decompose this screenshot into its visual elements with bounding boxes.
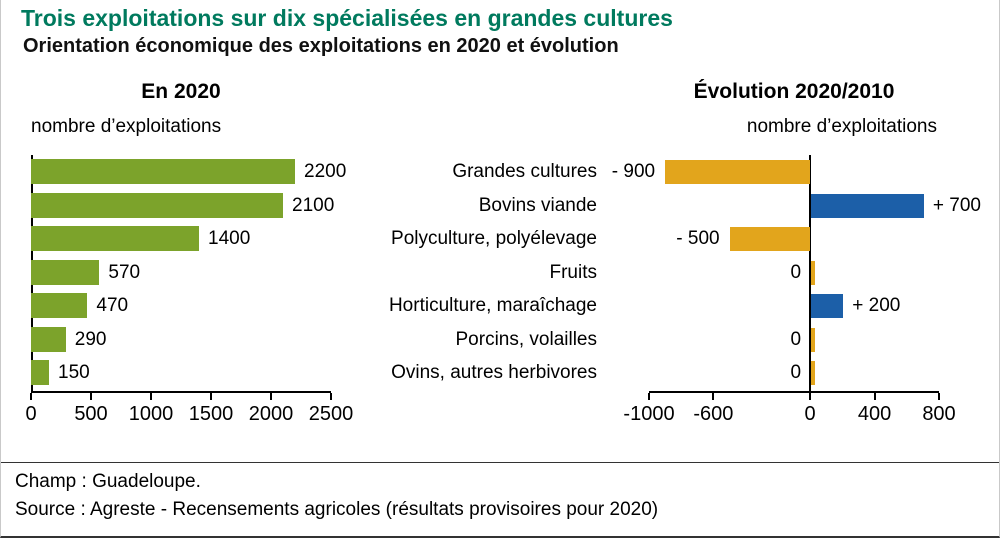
bar-evolution-value-label: + 700 (932, 194, 981, 216)
x-tick-label: 2500 (308, 403, 354, 425)
left-chart-unit-label: nombre d’exploitations (31, 116, 222, 137)
right-chart-title: Évolution 2020/2010 (693, 80, 895, 103)
bar-evolution-value-label: 0 (790, 362, 802, 383)
x-tick-mark (210, 393, 212, 400)
page-subtitle: Orientation économique des exploitations… (23, 35, 619, 57)
bar-evolution-row-4 (811, 294, 844, 318)
category-label: Grandes cultures (452, 161, 597, 182)
x-tick-mark (30, 393, 32, 400)
bar-2020-row-2 (31, 226, 199, 251)
bar-evolution-row-1 (811, 193, 924, 218)
x-tick-label: -1000 (623, 403, 675, 425)
category-labels-column: Grandes cultures Bovins viande Polyculture… (339, 155, 601, 391)
zero-axis-line (809, 155, 812, 391)
left-chart-title: En 2020 (141, 80, 221, 103)
x-tick-mark (648, 393, 650, 400)
bar-2020-row-1 (31, 192, 283, 218)
bar-2020-value-label: 570 (108, 261, 141, 283)
category-label: Fruits (549, 261, 598, 283)
bar-2020-value-label: 2100 (292, 194, 335, 216)
x-tick-mark (270, 393, 272, 400)
bar-evolution-row-2 (729, 227, 811, 251)
footer-divider (1, 462, 999, 463)
x-tick-mark (712, 393, 715, 400)
category-label: Horticulture, maraîchage (388, 295, 597, 316)
x-tick-mark (330, 393, 332, 400)
bar-evolution-value-label: - 500 (676, 228, 720, 249)
bar-chart-evolution: - 900 + 700 - 500 0 + 200 0 0 (612, 155, 981, 393)
x-tick-label: 400 (857, 403, 892, 425)
bar-2020-value-label: 470 (96, 295, 129, 316)
bar-2020-row-4 (31, 293, 88, 318)
bar-2020-value-label: 150 (58, 362, 90, 383)
bar-2020-value-label: 2200 (304, 161, 347, 182)
page-title: Trois exploitations sur dix spécialisées… (21, 5, 673, 31)
category-label: Porcins, volailles (455, 328, 598, 350)
bar-evolution-row-6 (811, 361, 816, 385)
bar-2020-value-label: 290 (74, 328, 107, 350)
category-label: Polyculture, polyélevage (391, 228, 597, 249)
right-x-axis: -1000 -600 0 400 800 (623, 393, 956, 433)
x-tick-label: 0 (804, 403, 816, 425)
left-x-axis: 0 500 1000 1500 2000 2500 (25, 393, 353, 433)
x-tick-mark (873, 393, 876, 400)
x-tick-label: 1500 (188, 403, 234, 425)
x-tick-label: 500 (74, 403, 108, 425)
x-tick-mark (150, 393, 152, 400)
category-label: Bovins viande (478, 194, 597, 216)
bar-2020-row-0 (31, 159, 295, 184)
bar-2020-row-5 (31, 326, 66, 352)
bar-chart-2020: 2200 2100 1400 570 470 290 150 (31, 155, 346, 393)
x-tick-mark (938, 393, 940, 400)
x-tick-label: 1000 (128, 403, 174, 425)
bar-evolution-row-0 (665, 160, 811, 184)
bar-2020-row-3 (31, 259, 100, 285)
x-tick-mark (90, 393, 92, 400)
footer-source: Source : Agreste - Recensements agricole… (15, 499, 659, 520)
bar-evolution-row-3 (811, 260, 816, 285)
footer-champ: Champ : Guadeloupe. (15, 471, 201, 492)
bar-2020-value-label: 1400 (208, 228, 251, 249)
x-tick-label: 0 (25, 403, 37, 425)
x-tick-mark (809, 393, 812, 400)
x-tick-label: 800 (922, 403, 956, 425)
bar-evolution-row-5 (811, 327, 816, 352)
x-tick-label: 2000 (248, 403, 294, 425)
x-tick-label: -600 (693, 403, 734, 425)
bar-evolution-value-label: + 200 (852, 295, 901, 316)
bar-evolution-value-label: - 900 (611, 161, 656, 182)
category-label: Ovins, autres herbivores (391, 362, 597, 383)
bar-evolution-value-label: 0 (790, 328, 802, 350)
right-chart-unit-label: nombre d’exploitations (746, 116, 937, 137)
bar-2020-row-6 (31, 360, 49, 385)
bar-evolution-value-label: 0 (790, 261, 802, 283)
